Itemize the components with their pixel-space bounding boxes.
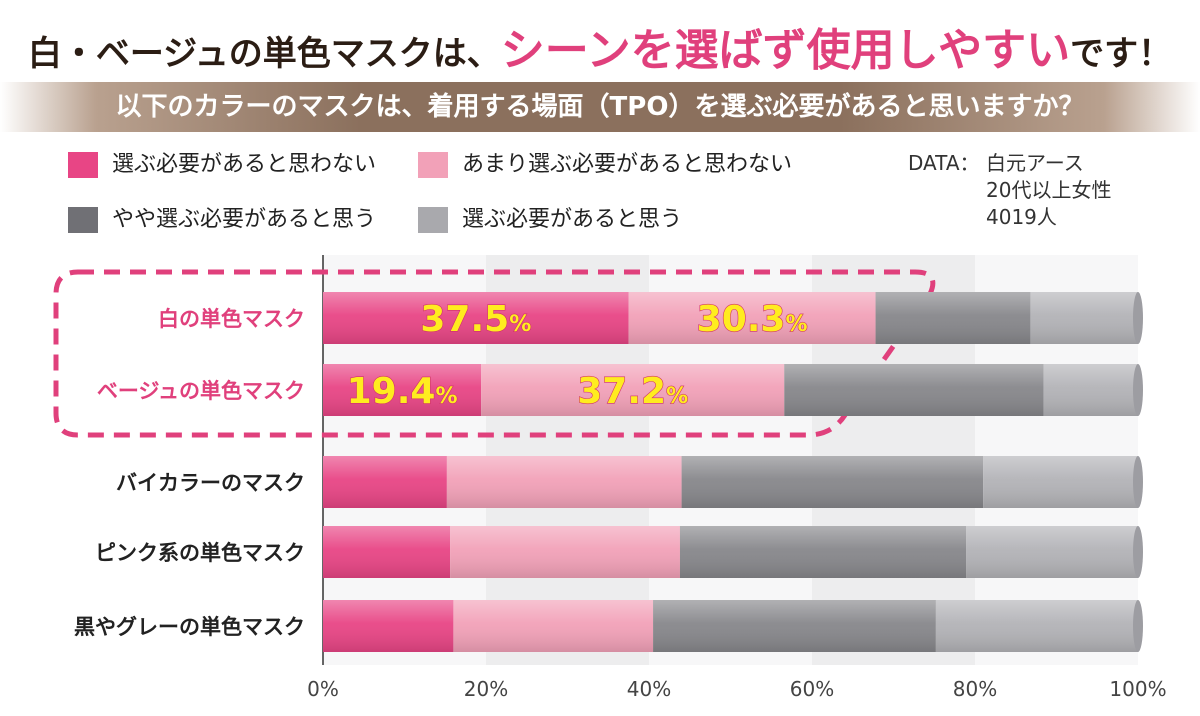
question-band: 以下のカラーのマスクは、着用する場面（TPO）を選ぶ必要があると思いますか？ (0, 82, 1200, 132)
data-label-unit: % (435, 384, 457, 409)
bar-segment-shine (875, 292, 1031, 344)
legend-item-series-2: あまり選ぶ必要があると思わない (418, 150, 838, 180)
data-label-number: 19.4 (347, 371, 436, 412)
data-source: DATA： 白元アース 20代以上女性 4019人 (908, 150, 1111, 229)
source-line: 白元アース (986, 151, 1084, 175)
bar-segment-shine (323, 526, 451, 578)
bar-segment-shine (653, 600, 936, 652)
source-label: DATA： (908, 151, 980, 175)
data-label: 37.5% (420, 299, 531, 340)
bar-segment-shine (1043, 364, 1138, 416)
headline-prefix: 白・ベージュの単色マスクは、 (27, 34, 501, 74)
bar-end-cap (1133, 364, 1143, 416)
headline: 白・ベージュの単色マスクは、シーンを選ばず使用しやすいです！ (0, 14, 1200, 76)
bar-end-cap (1133, 600, 1143, 652)
bar-segment-shine (784, 364, 1044, 416)
category-label: 黒やグレーの単色マスク (74, 615, 305, 639)
bar-segment-shine (935, 600, 1138, 652)
data-label-unit: % (509, 312, 531, 337)
headline-accent: シーンを選ばず使用しやすい (500, 25, 1071, 76)
question-text: 以下のカラーのマスクは、着用する場面（TPO）を選ぶ必要があると思いますか？ (115, 92, 1085, 122)
category-label: 白の単色マスク (158, 307, 305, 331)
x-tick-label: 0% (307, 677, 339, 701)
bar-segment-shine (679, 526, 967, 578)
bar-segment-shine (481, 364, 785, 416)
bar-segment-shine (323, 292, 629, 344)
data-label-unit: % (785, 312, 807, 337)
bar-segment-shine (453, 600, 654, 652)
x-tick-label: 40% (627, 677, 671, 701)
x-tick-label: 20% (464, 677, 508, 701)
legend-swatch (68, 207, 98, 233)
bar-segment-shine (983, 456, 1138, 508)
source-line: 4019人 (986, 205, 1057, 229)
category-label: バイカラーのマスク (116, 471, 305, 495)
category-label: ベージュの単色マスク (97, 379, 305, 403)
data-label: 30.3% (697, 299, 808, 340)
bar-segment-shine (323, 364, 482, 416)
legend-label: 選ぶ必要があると思う (462, 207, 683, 232)
legend-swatch (418, 152, 448, 178)
legend-item-series-4: 選ぶ必要があると思う (418, 205, 748, 235)
legend-item-series-3: やや選ぶ必要があると思う (68, 205, 398, 235)
legend-label: あまり選ぶ必要があると思わない (462, 152, 793, 177)
legend-item-series-1: 選ぶ必要があると思わない (68, 150, 398, 180)
bar-segment-shine (681, 456, 984, 508)
bar-end-cap (1133, 292, 1143, 344)
data-label-number: 37.2 (577, 371, 666, 412)
legend-label: 選ぶ必要があると思わない (112, 152, 377, 177)
data-label-unit: % (666, 384, 688, 409)
category-label: ピンク系の単色マスク (95, 541, 305, 565)
legend-swatch (418, 207, 448, 233)
bar-segment-shine (966, 526, 1138, 578)
headline-suffix: です！ (1070, 34, 1173, 74)
bar-segment-shine (450, 526, 680, 578)
legend-label: やや選ぶ必要があると思う (112, 207, 377, 232)
bar-segment-shine (323, 456, 447, 508)
legend-swatch (68, 152, 98, 178)
data-label: 37.2% (577, 371, 688, 412)
bar-end-cap (1133, 456, 1143, 508)
bar-segment-shine (323, 600, 454, 652)
x-tick-label: 60% (790, 677, 834, 701)
data-label-number: 37.5 (420, 299, 509, 340)
bar-end-cap (1133, 526, 1143, 578)
highlight-dashed-outline (53, 269, 936, 438)
bar-segment-shine (1030, 292, 1138, 344)
x-tick-label: 100% (1109, 677, 1166, 701)
data-label-number: 30.3 (697, 299, 786, 340)
bar-segment-shine (446, 456, 682, 508)
source-line: 20代以上女性 (986, 178, 1112, 202)
bar-segment-shine (628, 292, 876, 344)
x-tick-label: 80% (953, 677, 997, 701)
data-label: 19.4% (347, 371, 458, 412)
